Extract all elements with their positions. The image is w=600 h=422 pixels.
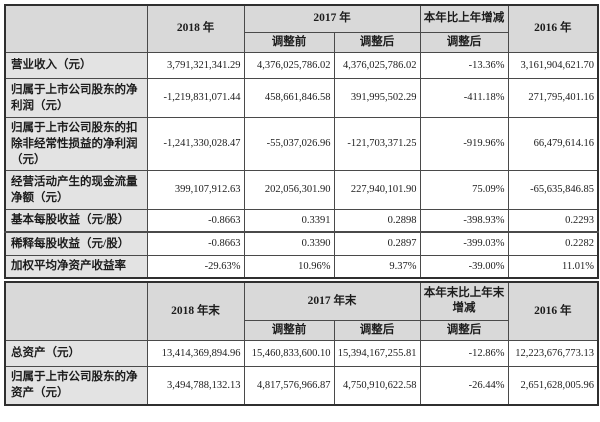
cell-2016: 12,223,676,773.13 — [507, 339, 599, 367]
cell-2018: -29.63% — [146, 254, 245, 279]
subheader-change-adjusted: 调整后 — [419, 31, 509, 53]
subheader-change-adjusted: 调整后 — [419, 319, 509, 341]
corner-cell — [4, 281, 148, 341]
cell-2017-before: 4,376,025,786.02 — [243, 51, 335, 79]
col-header-2016: 2016 年 — [507, 4, 599, 53]
cell-2018: 399,107,912.63 — [146, 169, 245, 210]
row-label: 基本每股收益（元/股） — [4, 208, 148, 233]
subheader-adjust-after: 调整后 — [333, 31, 421, 53]
row-label: 稀释每股收益（元/股） — [4, 231, 148, 256]
cell-2017-before: 10.96% — [243, 254, 335, 279]
subheader-adjust-before: 调整前 — [243, 319, 335, 341]
table-row-revenue: 营业收入（元） 3,791,321,341.29 4,376,025,786.0… — [4, 51, 599, 79]
cell-2017-before: 0.3391 — [243, 208, 335, 233]
cell-2017-after: 4,376,025,786.02 — [333, 51, 421, 79]
col-header-2017: 2017 年 — [243, 4, 421, 33]
cell-2017-after: 9.37% — [333, 254, 421, 279]
cell-2017-before: 4,817,576,966.87 — [243, 365, 335, 406]
corner-cell — [4, 4, 148, 53]
cell-change: -13.36% — [419, 51, 509, 79]
cell-2016: 2,651,628,005.96 — [507, 365, 599, 406]
cell-2018: -0.8663 — [146, 231, 245, 256]
header-row-1: 2018 年末 2017 年末 本年末比上年末增减 2016 年 — [4, 281, 599, 341]
row-label: 营业收入（元） — [4, 51, 148, 79]
cell-change: -26.44% — [419, 365, 509, 406]
cell-change: -12.86% — [419, 339, 509, 367]
cell-2016: 11.01% — [507, 254, 599, 279]
subheader-adjust-after: 调整后 — [333, 319, 421, 341]
col-header-2018: 2018 年 — [146, 4, 245, 53]
row-label: 总资产（元） — [4, 339, 148, 367]
cell-2016: -65,635,846.85 — [507, 169, 599, 210]
col-header-2018-end: 2018 年末 — [146, 281, 245, 341]
cell-2017-before: 15,460,833,600.10 — [243, 339, 335, 367]
cell-2017-before: 202,056,301.90 — [243, 169, 335, 210]
row-label: 归属于上市公司股东的扣除非经常性损益的净利润（元） — [4, 116, 148, 171]
cell-2017-before: 458,661,846.58 — [243, 77, 335, 118]
cell-2018: -1,241,330,028.47 — [146, 116, 245, 171]
cell-change: 75.09% — [419, 169, 509, 210]
cell-change: -39.00% — [419, 254, 509, 279]
table-row-diluted-eps: 稀释每股收益（元/股） -0.8663 0.3390 0.2897 -399.0… — [4, 231, 599, 256]
subheader-adjust-before: 调整前 — [243, 31, 335, 53]
header-row-2: 调整前 调整后 调整后 — [5, 319, 598, 341]
cell-change: -411.18% — [419, 77, 509, 118]
table-row-weighted-roe: 加权平均净资产收益率 -29.63% 10.96% 9.37% -39.00% … — [4, 254, 599, 279]
cell-2017-before: -55,037,026.96 — [243, 116, 335, 171]
key-financials-table: 2018 年 2017 年 本年比上年增减 2016 年 调整前 调整后 调整后… — [4, 4, 599, 279]
cell-2016: 0.2282 — [507, 231, 599, 256]
cell-2016: 271,795,401.16 — [507, 77, 599, 118]
cell-2017-after: 0.2897 — [333, 231, 421, 256]
cell-change: -399.03% — [419, 231, 509, 256]
cell-2018: -1,219,831,071.44 — [146, 77, 245, 118]
table-row-basic-eps: 基本每股收益（元/股） -0.8663 0.3391 0.2898 -398.9… — [4, 208, 599, 233]
header-row-1: 2018 年 2017 年 本年比上年增减 2016 年 — [4, 4, 599, 53]
cell-2016: 0.2293 — [507, 208, 599, 233]
period-end-financials-table: 2018 年末 2017 年末 本年末比上年末增减 2016 年 调整前 调整后… — [4, 281, 599, 406]
cell-change: -398.93% — [419, 208, 509, 233]
cell-2017-after: 4,750,910,622.58 — [333, 365, 421, 406]
cell-2018: -0.8663 — [146, 208, 245, 233]
cell-2017-after: -121,703,371.25 — [333, 116, 421, 171]
cell-2017-after: 0.2898 — [333, 208, 421, 233]
cell-change: -919.96% — [419, 116, 509, 171]
header-row-2: 调整前 调整后 调整后 — [5, 31, 598, 53]
cell-2017-after: 227,940,101.90 — [333, 169, 421, 210]
col-header-change-end: 本年末比上年末增减 — [419, 281, 509, 321]
table-row-net-profit-deducted: 归属于上市公司股东的扣除非经常性损益的净利润（元） -1,241,330,028… — [4, 116, 599, 171]
row-label: 归属于上市公司股东的净利润（元） — [4, 77, 148, 118]
table-row-total-assets: 总资产（元） 13,414,369,894.96 15,460,833,600.… — [4, 339, 599, 367]
table-row-operating-cash-flow: 经营活动产生的现金流量净额（元） 399,107,912.63 202,056,… — [4, 169, 599, 210]
cell-2018: 3,791,321,341.29 — [146, 51, 245, 79]
col-header-change: 本年比上年增减 — [419, 4, 509, 33]
row-label: 经营活动产生的现金流量净额（元） — [4, 169, 148, 210]
row-label: 归属于上市公司股东的净资产（元） — [4, 365, 148, 406]
table-row-net-profit: 归属于上市公司股东的净利润（元） -1,219,831,071.44 458,6… — [4, 77, 599, 118]
financial-summary-page: 2018 年 2017 年 本年比上年增减 2016 年 调整前 调整后 调整后… — [4, 4, 599, 406]
col-header-2016-end: 2016 年 — [507, 281, 599, 341]
table-row-net-assets: 归属于上市公司股东的净资产（元） 3,494,788,132.13 4,817,… — [4, 365, 599, 406]
cell-2016: 3,161,904,621.70 — [507, 51, 599, 79]
cell-2017-before: 0.3390 — [243, 231, 335, 256]
cell-2017-after: 15,394,167,255.81 — [333, 339, 421, 367]
col-header-2017-end: 2017 年末 — [243, 281, 421, 321]
cell-2018: 3,494,788,132.13 — [146, 365, 245, 406]
cell-2018: 13,414,369,894.96 — [146, 339, 245, 367]
cell-2016: 66,479,614.16 — [507, 116, 599, 171]
row-label: 加权平均净资产收益率 — [4, 254, 148, 279]
cell-2017-after: 391,995,502.29 — [333, 77, 421, 118]
